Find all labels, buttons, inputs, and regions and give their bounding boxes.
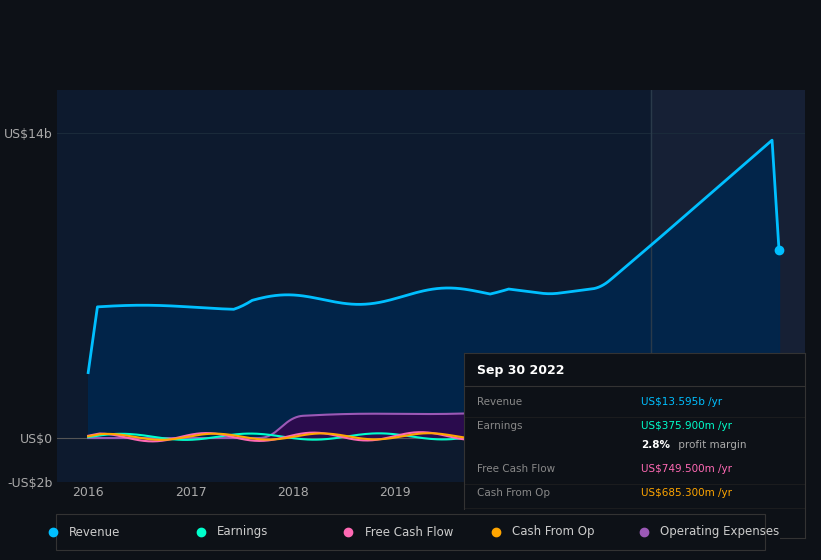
Bar [651,90,805,482]
Text: Earnings: Earnings [217,525,268,539]
Text: Cash From Op: Cash From Op [512,525,595,539]
Text: US$1.529b /yr: US$1.529b /yr [641,512,716,522]
Text: Operating Expenses: Operating Expenses [478,512,583,522]
Text: Sep 30 2022: Sep 30 2022 [478,364,565,377]
Text: Revenue: Revenue [69,525,121,539]
Text: US$375.900m /yr: US$375.900m /yr [641,421,732,431]
Text: US$685.300m /yr: US$685.300m /yr [641,488,732,498]
Text: Free Cash Flow: Free Cash Flow [478,464,556,474]
Text: Cash From Op: Cash From Op [478,488,551,498]
Text: US$749.500m /yr: US$749.500m /yr [641,464,732,474]
Text: Free Cash Flow: Free Cash Flow [365,525,453,539]
Text: 2.8%: 2.8% [641,440,670,450]
Text: US$13.595b /yr: US$13.595b /yr [641,397,722,407]
Text: Operating Expenses: Operating Expenses [660,525,779,539]
Text: Revenue: Revenue [478,397,523,407]
Text: profit margin: profit margin [675,440,746,450]
Text: Earnings: Earnings [478,421,523,431]
